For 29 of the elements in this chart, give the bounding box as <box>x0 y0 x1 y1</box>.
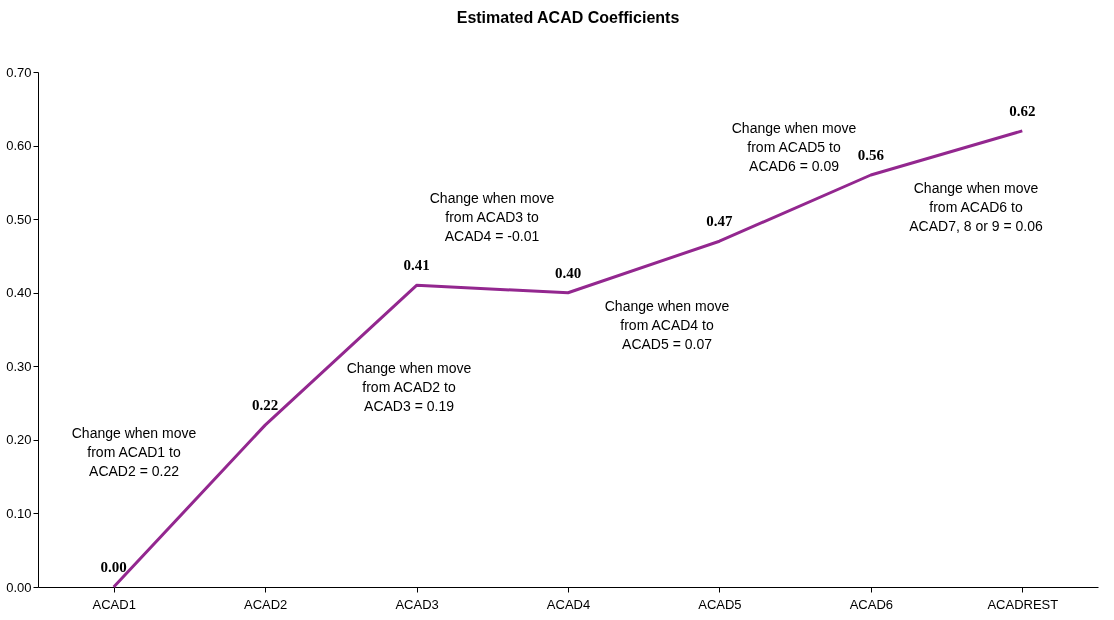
text: 0.00 <box>100 559 127 575</box>
text: 0.41 <box>403 257 430 274</box>
annotation: Change when move from ACAD3 to ACAD4 = -0.01 <box>429 190 555 244</box>
x-tick-label: ACAD5 <box>698 596 742 612</box>
y-tick-label: 0.10 <box>6 505 32 521</box>
x-tick-label: ACAD3 <box>395 596 439 612</box>
text: 0.62 <box>1009 102 1036 119</box>
x-tick-label: ACAD6 <box>849 596 894 612</box>
annotation: Change when move from ACAD2 to ACAD3 = 0.19 <box>346 360 472 414</box>
annotation: Change when move from ACAD4 to ACAD5 = 0.07 <box>604 298 730 352</box>
text: 0.22 <box>252 397 279 414</box>
y-tick-label: 0.50 <box>6 211 32 227</box>
text: 0.40 <box>554 264 582 281</box>
x-tick-label: ACAD1 <box>92 596 136 612</box>
y-tick-label: 0.60 <box>6 138 32 154</box>
x-tick-label: ACADREST <box>987 596 1059 612</box>
annotation: Change when move from ACAD5 to ACAD6 = 0.09 <box>731 120 857 174</box>
chart-title: Estimated ACAD Coefficients <box>456 9 680 26</box>
text: 0.47 <box>706 213 733 230</box>
y-tick-label: 0.00 <box>6 579 32 595</box>
annotation: Change when move from ACAD6 to ACAD7, 8 or 9 = 0.06 <box>909 180 1043 234</box>
x-tick-label: ACAD2 <box>243 596 288 612</box>
y-tick-label: 0.70 <box>6 64 32 80</box>
text: 0.56 <box>857 147 884 163</box>
annotation: Change when move from ACAD1 to ACAD2 = 0.22 <box>71 425 197 479</box>
y-tick-label: 0.20 <box>6 432 32 448</box>
x-tick-label: ACAD4 <box>546 596 591 612</box>
y-tick-label: 0.30 <box>6 358 32 374</box>
y-tick-label: 0.40 <box>6 285 32 301</box>
